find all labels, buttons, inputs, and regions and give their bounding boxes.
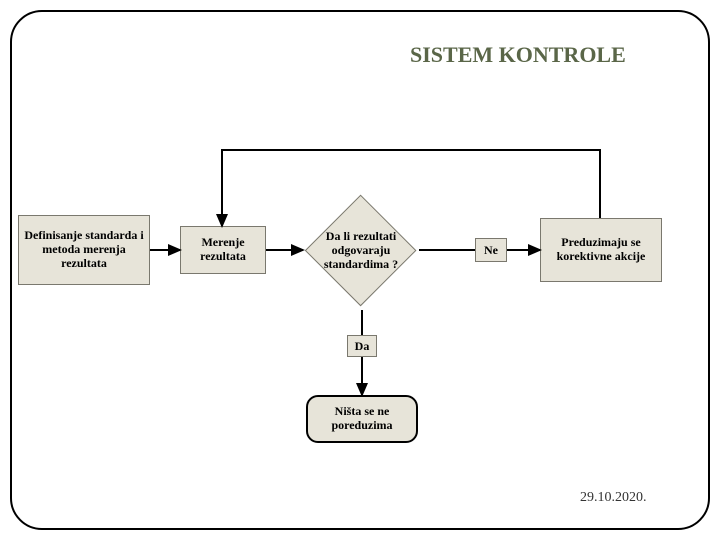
node-label: Definisanje standarda i metoda merenja r… (23, 229, 145, 270)
node-measure-results: Merenje rezultata (180, 226, 266, 274)
node-corrective-action: Preduzimaju se korektivne akcije (540, 218, 662, 282)
node-define-standards: Definisanje standarda i metoda merenja r… (18, 215, 150, 285)
node-decision: Da li rezultati odgovaraju standardima ? (305, 195, 417, 307)
label-no: Ne (475, 238, 507, 262)
node-label: Preduzimaju se korektivne akcije (545, 236, 657, 264)
date-label: 29.10.2020. (580, 490, 647, 506)
node-label: Ne (484, 243, 498, 258)
node-label: Da li rezultati odgovaraju standardima ? (305, 195, 417, 307)
node-do-nothing: Ništa se ne poreduzima (306, 395, 418, 443)
page-title: SISTEM KONTROLE (410, 42, 626, 68)
node-label: Merenje rezultata (185, 236, 261, 264)
node-label: Ništa se ne poreduzima (312, 405, 412, 433)
label-yes: Da (347, 335, 377, 357)
node-label: Da (355, 339, 370, 354)
